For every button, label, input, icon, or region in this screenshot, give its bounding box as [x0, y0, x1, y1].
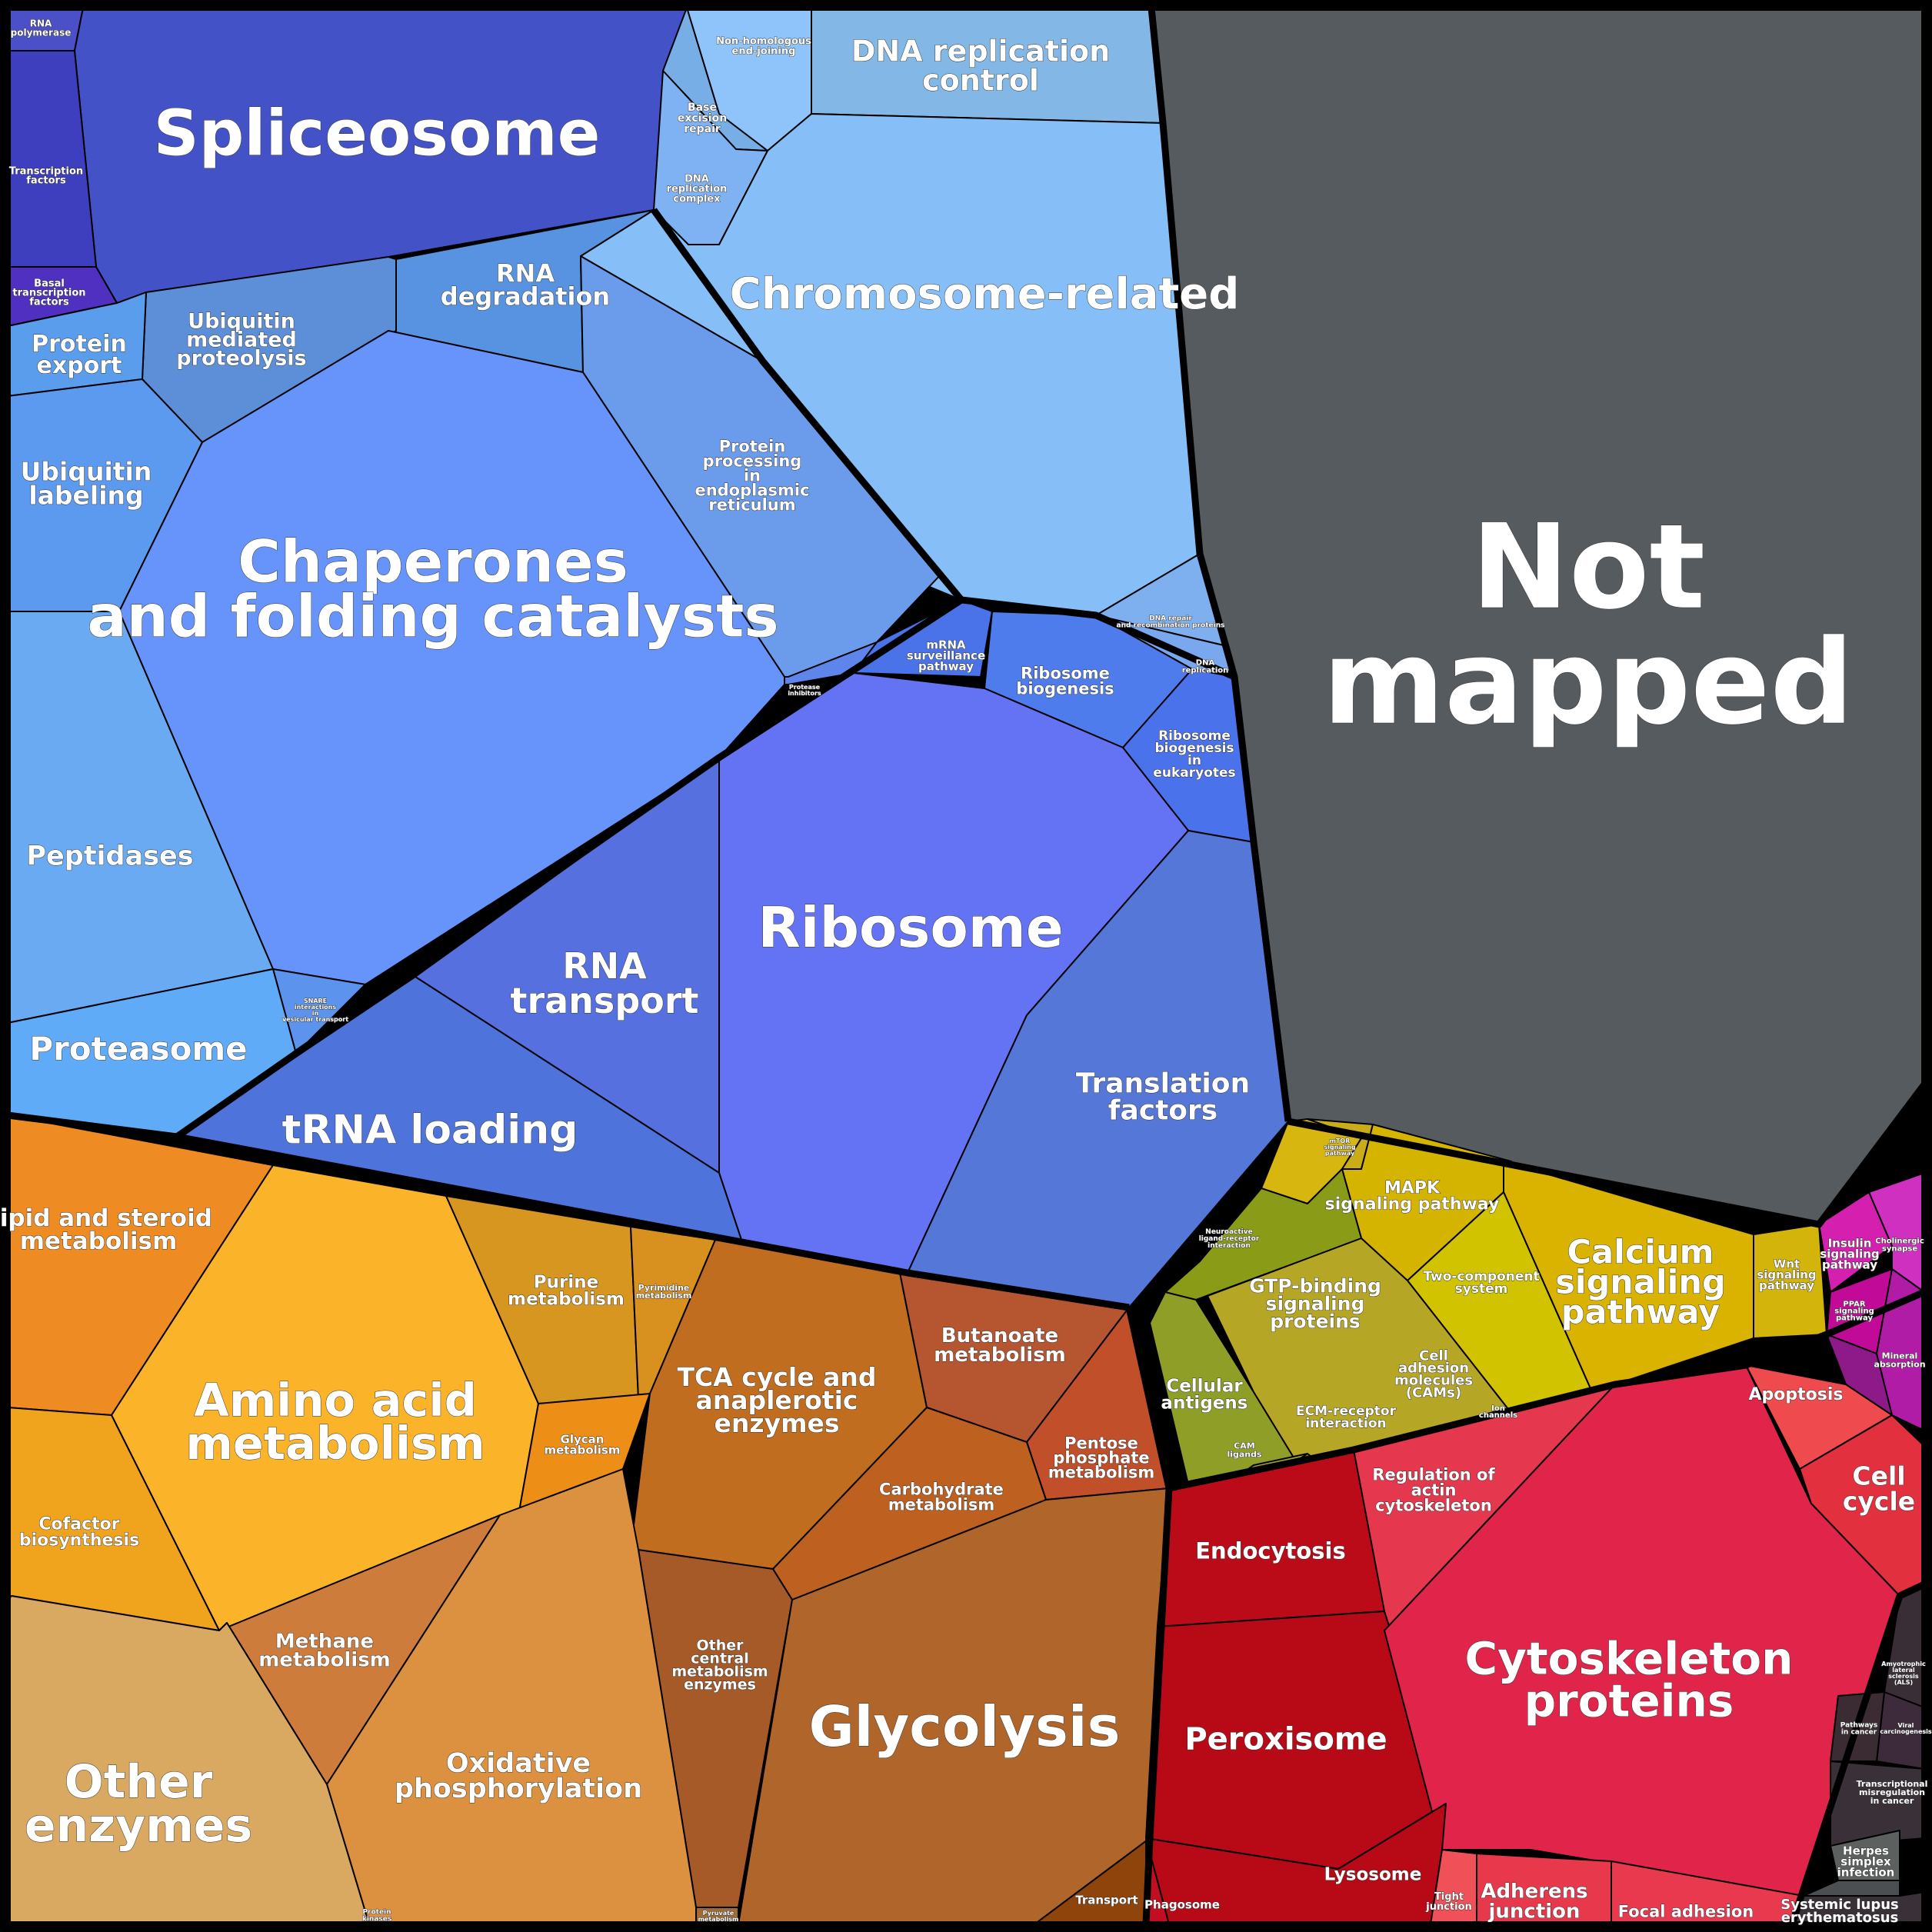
- label-peptidases: Peptidases: [26, 841, 193, 872]
- label-adherens: Adherens junction: [1481, 1880, 1587, 1923]
- label-lipid-steroid: Lipid and steroid metabolism: [0, 1204, 212, 1255]
- label-calcium: Calcium signaling pathway: [1555, 1233, 1726, 1331]
- label-translation-factors: Translation factors: [1076, 1068, 1250, 1126]
- cell-calcium[interactable]: [1503, 1161, 1754, 1393]
- label-cellular-antigens: Cellular antigens: [1161, 1376, 1248, 1413]
- boundary-notmapped-bottom: [1287, 1082, 1927, 1228]
- label-ecm-receptor: ECM-receptor interaction: [1296, 1404, 1397, 1431]
- label-other-enzymes: Other enzymes: [25, 1755, 252, 1853]
- label-cofactor: Cofactor biosynthesis: [19, 1514, 139, 1550]
- label-dna-repair-recombination: DNA repair and recombination proteins: [1117, 615, 1225, 630]
- label-regulation-actin: Regulation of actin cytoskeleton: [1372, 1466, 1495, 1515]
- boundary-red-dark: [1788, 1581, 1926, 1926]
- label-rna-transport: RNA transport: [510, 945, 698, 1021]
- label-protease-inhibitors: Protease inhibitors: [788, 684, 821, 697]
- label-rna-degradation: RNA degradation: [441, 259, 610, 311]
- label-two-component: Two-component system: [1423, 1269, 1539, 1297]
- label-chaperones: Chaperones and folding catalysts: [87, 527, 778, 650]
- label-herpes: Herpes simplex infection: [1837, 1844, 1895, 1879]
- label-not-mapped: Not mapped: [1323, 499, 1854, 751]
- label-cholinergic: Cholinergic synapse: [1875, 1237, 1924, 1254]
- label-gtp-binding: GTP-binding signaling proteins: [1249, 1275, 1381, 1333]
- label-focal-adhesion: Focal adhesion: [1618, 1903, 1754, 1921]
- label-cams: Cell adhesion molecules (CAMs): [1394, 1347, 1473, 1401]
- label-peroxisome: Peroxisome: [1184, 1721, 1387, 1757]
- label-basal-transcription-factors: Basal transcription factors: [12, 278, 85, 308]
- label-pentose-phosphate: Pentose phosphate metabolism: [1048, 1434, 1155, 1482]
- label-phagosome: Phagosome: [1144, 1897, 1220, 1911]
- label-methane: Methane metabolism: [258, 1630, 391, 1671]
- label-als: Amyotrophic lateral sclerosis (ALS): [1881, 1661, 1926, 1686]
- label-ribosome-biogenesis: Ribosome biogenesis: [1016, 665, 1114, 698]
- label-lysosome: Lysosome: [1324, 1864, 1422, 1884]
- label-mrna-surveillance: mRNA surveillance pathway: [907, 638, 985, 673]
- label-proteasome: Proteasome: [29, 1030, 247, 1068]
- label-ion-channels: Ion channels: [1479, 1404, 1517, 1420]
- label-base-excision-repair: Base excision repair: [678, 102, 727, 135]
- label-dna-replication-control: DNA replication control: [851, 35, 1110, 98]
- label-amino-acid: Amino acid metabolism: [185, 1374, 485, 1470]
- label-cytoskeleton: Cytoskeleton proteins: [1465, 1632, 1794, 1727]
- label-ppar: PPAR signaling pathway: [1834, 1301, 1874, 1323]
- label-dna-replication-complex: DNA replication complex: [667, 174, 728, 205]
- label-glycan: Glycan metabolism: [545, 1432, 621, 1457]
- label-transcription-factors: Transcription factors: [9, 166, 83, 187]
- label-spliceosome: Spliceosome: [154, 98, 601, 171]
- label-cam-ligands: CAM ligands: [1227, 1441, 1262, 1459]
- label-apoptosis: Apoptosis: [1749, 1385, 1844, 1404]
- label-protein-processing-er: Protein processing in endoplasmic reticulum: [695, 438, 809, 515]
- label-ubiquitin-labeling: Ubiquitin labeling: [21, 456, 152, 510]
- label-pyrimidine: Pyrimidine metabolism: [636, 1283, 692, 1301]
- label-dna-replication: DNA replication: [1182, 659, 1229, 675]
- boundary-chaperone-ribosome: [175, 597, 964, 1140]
- label-butanoate: Butanoate metabolism: [934, 1324, 1066, 1367]
- boundary-blue-notmapped: [1148, 7, 1292, 1122]
- label-ribosome: Ribosome: [758, 895, 1063, 960]
- label-rna-polymerase: RNA polymerase: [11, 18, 72, 38]
- label-protein-export: Protein export: [32, 331, 127, 379]
- label-oxidative-phos: Oxidative phosphorylation: [395, 1748, 642, 1804]
- label-sle: Systemic lupus erythematosus: [1780, 1897, 1898, 1926]
- boundary-genetic-metabolism: [7, 1111, 1130, 1311]
- label-tca: TCA cycle and anaplerotic enzymes: [678, 1362, 877, 1438]
- boundary-signal-red: [1168, 1288, 1926, 1492]
- label-transport: Transport: [1075, 1893, 1138, 1907]
- boundary-metab-signal: [1125, 1307, 1173, 1925]
- label-wnt: Wnt signaling pathway: [1757, 1257, 1816, 1292]
- label-trna-loading: tRNA loading: [282, 1108, 578, 1154]
- label-mapk: MAPK signaling pathway: [1325, 1178, 1500, 1214]
- label-chromosome-related: Chromosome-related: [730, 269, 1240, 319]
- label-mineral-absorption: Mineral absorption: [1874, 1351, 1925, 1369]
- label-viral-carcinogenesis: Viral carcinogenesis: [1880, 1722, 1932, 1735]
- label-neuroactive: Neuroactive ligand-receptor interaction: [1199, 1228, 1260, 1250]
- label-pyruvate: Pyruvate metabolism: [698, 1910, 739, 1923]
- label-carbohydrate: Carbohydrate metabolism: [879, 1481, 1004, 1514]
- label-transcriptional-misregulation: Transcriptional misregulation in cancer: [1857, 1779, 1928, 1806]
- label-glycolysis: Glycolysis: [809, 1694, 1121, 1759]
- label-endocytosis: Endocytosis: [1195, 1537, 1345, 1564]
- label-purine: Purine metabolism: [508, 1272, 625, 1309]
- label-tight-junction: Tight junction: [1425, 1891, 1472, 1913]
- label-nhej: Non-homologous end-joining: [716, 36, 811, 58]
- label-pathways-cancer: Pathways in cancer: [1840, 1722, 1877, 1737]
- label-mtor: mTOR signaling pathway: [1324, 1138, 1356, 1157]
- label-cell-cycle: Cell cycle: [1843, 1461, 1915, 1516]
- label-snare: SNARE interactions in vesicular transport: [282, 998, 348, 1023]
- label-other-central: Other central metabolism enzymes: [671, 1637, 768, 1693]
- label-protein-kinases: Protein kinases: [362, 1909, 391, 1924]
- label-ubiquitin-mediated: Ubiquitin mediated proteolysis: [176, 310, 306, 371]
- label-ribosome-biogenesis-euk: Ribosome biogenesis in eukaryotes: [1153, 728, 1235, 781]
- label-insulin: Insulin signaling pathway: [1820, 1236, 1879, 1271]
